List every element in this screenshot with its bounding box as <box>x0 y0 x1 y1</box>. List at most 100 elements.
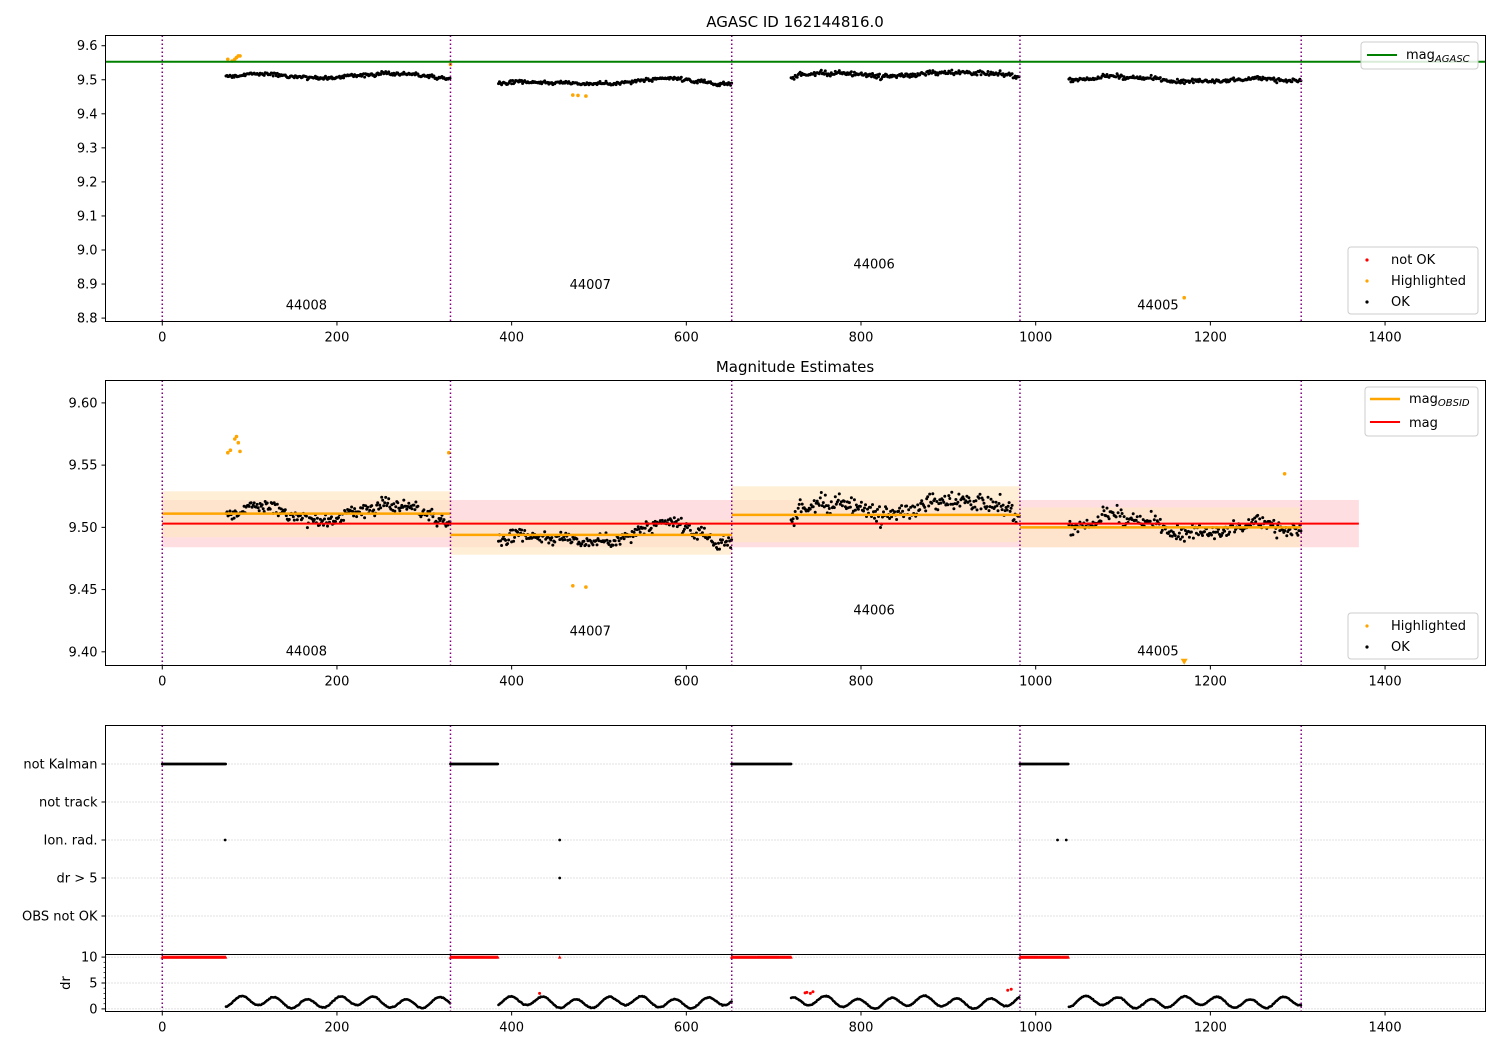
ok-point <box>883 75 886 78</box>
ok-point <box>580 542 584 546</box>
ok-point <box>998 492 1002 496</box>
ok-point <box>1005 508 1009 512</box>
ok-point <box>1158 76 1162 80</box>
x-tick-label: 1200 <box>1194 1021 1227 1036</box>
ok-point <box>826 504 830 508</box>
ok-point <box>950 68 954 72</box>
ok-point <box>427 76 431 80</box>
legend2-ok-marker <box>1365 645 1369 649</box>
x-tick-label: 1000 <box>1019 331 1052 346</box>
highlighted-point <box>584 94 588 98</box>
ok-point <box>1220 534 1224 537</box>
flag-row-label: Ion. rad. <box>44 834 98 849</box>
ok-point <box>629 541 633 545</box>
ok-point <box>1175 77 1179 81</box>
ok-point <box>511 528 515 532</box>
highlighted-point <box>238 449 242 454</box>
svg-text:magOBSID: magOBSID <box>1409 392 1470 409</box>
ok-point <box>893 510 897 514</box>
ok-point <box>877 75 880 79</box>
ok-point <box>878 72 881 76</box>
x-tick-label: 800 <box>849 331 874 346</box>
ok-point <box>702 78 706 82</box>
ok-point <box>632 530 636 534</box>
ok-point <box>853 508 857 512</box>
ok-point <box>549 538 553 542</box>
ok-point <box>978 492 982 496</box>
ok-point <box>1194 531 1198 535</box>
not-kalman-point <box>496 762 500 766</box>
ok-point <box>1099 519 1103 523</box>
highlighted-offscale-marker <box>1180 658 1188 665</box>
ok-point <box>875 519 878 523</box>
ok-point <box>834 502 838 506</box>
ok-point <box>823 69 827 73</box>
obsid-label: 44005 <box>1137 299 1178 314</box>
ok-point <box>1207 534 1210 538</box>
ok-point <box>811 505 815 509</box>
ok-point <box>644 520 648 524</box>
ok-point <box>605 538 609 542</box>
ok-point <box>898 506 902 510</box>
ok-point <box>511 79 515 82</box>
x-tick-label: 400 <box>499 331 524 346</box>
ok-point <box>584 543 588 546</box>
magnitude-legend-bottom: Highlighted OK <box>1347 612 1479 660</box>
ok-point <box>594 539 598 543</box>
dr-point <box>1017 996 1021 999</box>
dr-capped-marker <box>1066 955 1070 959</box>
ok-point <box>342 76 346 80</box>
ok-point <box>1182 82 1186 86</box>
highlighted-point <box>236 440 241 445</box>
obsid-label: 44007 <box>570 278 611 293</box>
agasc-panel-frame <box>105 35 1486 322</box>
ok-point <box>720 541 723 545</box>
ok-point <box>1119 508 1123 512</box>
ok-point <box>958 504 962 508</box>
ok-point <box>351 509 355 513</box>
ok-point <box>901 509 905 513</box>
ok-point <box>975 73 979 77</box>
ok-point <box>582 539 586 543</box>
x-tick-label: 1400 <box>1369 675 1402 690</box>
x-tick-label: 600 <box>674 675 699 690</box>
ok-point <box>994 500 998 504</box>
ok-point <box>1272 76 1276 80</box>
ok-point <box>363 75 367 79</box>
ok-point <box>866 507 869 511</box>
ok-point <box>375 503 379 507</box>
ok-point <box>513 535 517 539</box>
ok-point <box>334 520 337 523</box>
ok-point <box>663 519 667 523</box>
x-tick-label: 400 <box>499 1021 524 1036</box>
ok-point <box>364 504 368 508</box>
ok-point <box>1111 511 1115 515</box>
ok-point <box>1290 80 1294 84</box>
y-tick-label: 9.2 <box>77 175 98 190</box>
ok-point <box>616 536 620 540</box>
ok-point <box>379 72 383 76</box>
ok-point <box>695 81 699 85</box>
ok-point <box>871 503 874 507</box>
ok-point <box>679 516 683 520</box>
magnitude-panel: Magnitude Estimates 0 200 400 600 800 1000 120… <box>69 358 1486 690</box>
ok-point <box>946 72 950 76</box>
ok-point <box>808 507 812 511</box>
ok-point <box>1273 530 1277 534</box>
ok-point <box>815 499 819 503</box>
ok-point <box>448 76 452 80</box>
ok-point <box>629 82 633 86</box>
legend-mag-agasc-subscript: AGASC <box>1434 54 1470 65</box>
ok-point <box>671 524 675 528</box>
ok-point <box>366 505 370 509</box>
ok-point <box>977 496 981 500</box>
ok-point <box>858 504 862 508</box>
ok-point <box>806 509 810 513</box>
ok-point <box>387 497 391 501</box>
dr-not-ok-point <box>808 991 812 995</box>
ok-point <box>874 509 877 513</box>
ok-point <box>260 503 264 507</box>
legend-highlighted-marker <box>1365 279 1369 283</box>
ok-point <box>304 75 308 79</box>
